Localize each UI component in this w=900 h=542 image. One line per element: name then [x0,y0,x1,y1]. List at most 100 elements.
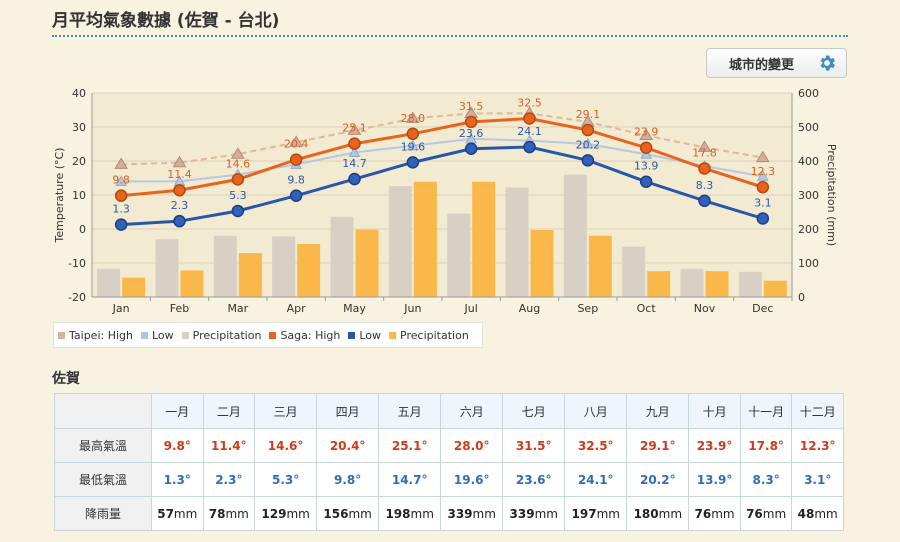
cell-unit: mm [658,506,683,521]
saga-high-point [231,173,245,186]
saga-high-point [464,115,478,129]
taipei-low-point [348,146,361,157]
taipei-high-point [347,123,362,135]
cell-value: 129 [261,506,287,521]
table-cell: 12.3° [791,428,844,463]
saga-low-point [231,204,245,218]
table-cell: 2.3° [202,462,256,497]
taipei-precip-bar [447,213,471,297]
saga-low-point [464,142,478,156]
saga-precip-bar [297,243,321,297]
saga-precip-bar [355,229,379,297]
saga-low-point [523,140,536,154]
table-cell: 29.1° [626,428,690,463]
table-cell: 32.5° [564,428,628,463]
taipei-low-point [115,175,128,186]
x-tick-label: Jan [112,302,130,315]
x-tick-label: Jun [403,302,421,315]
saga-high-point [173,183,186,197]
taipei-precip-bar [388,186,412,297]
y-left-tick-label: 30 [72,121,86,134]
saga-low-data-label: 9.8 [287,174,305,187]
saga-low-point [756,212,770,225]
saga-high-point [581,123,595,137]
table-cell: 1.3° [151,462,204,497]
cell-value: 197 [571,506,597,521]
table-cell: 24.1° [564,462,628,497]
month-header: 四月 [316,393,380,429]
taipei-precip-bar [330,216,354,297]
table-row: 最高氣溫 9.8° 11.4° 14.6° 20.4° 25.1° 28.0° 31.5° 32… [54,428,844,463]
table-cell: 76mm [688,496,741,531]
taipei-high-point [755,150,770,163]
saga-precip-bar [588,235,612,297]
table-cell: 57mm [151,496,204,531]
table-cell: 23.6° [502,462,566,497]
taipei-precip-bar [272,236,296,297]
legend-swatch [389,331,397,339]
legend-item: Low [141,329,174,342]
y-left-tick-label: 20 [72,155,86,168]
table-cell: 3.1° [791,462,844,497]
saga-precip-bar [705,271,729,297]
saga-precip-bar [238,253,262,297]
saga-low-data-label: 24.1 [517,125,542,138]
legend-label: Low [359,328,382,342]
taipei-high-point [114,157,129,169]
y-left-tick-label: -10 [68,257,86,270]
table-cell: 5.3° [254,462,318,497]
table-cell: 156mm [316,496,380,531]
cell-value: 76 [694,506,712,521]
saga-low-data-label: 13.9 [634,160,659,173]
table-cell: 339mm [440,496,504,531]
table-cell: 11.4° [202,428,256,463]
gear-icon [820,55,835,71]
table-cell: 9.8° [316,462,380,497]
taipei-precip-bar [505,187,529,297]
taipei-low-point [406,139,419,151]
saga-high-point [289,153,303,166]
legend-swatch [141,331,148,339]
saga-low-point [406,156,420,169]
saga-low-data-label: 1.3 [112,203,130,216]
table-cell: 28.0° [440,428,504,463]
legend-swatch [269,331,277,339]
cell-value: 78 [208,506,226,521]
table-cell: 23.9° [688,428,741,463]
table-cell: 48mm [791,496,844,531]
cell-value: 339 [509,506,535,521]
cell-unit: mm [711,506,735,521]
legend-label: Precipitation [192,328,262,342]
change-city-button[interactable]: 城市的變更 [706,48,847,78]
taipei-precip-bar [213,235,237,297]
saga-low-data-label: 8.3 [696,179,714,192]
month-header: 十一月 [739,393,793,429]
climate-chart: 9.8 11.4 14.6 20.4 25.1 28.0 31.5 32.5 29.1 23.9 1… [53,87,838,315]
saga-high-data-label: 12.3 [751,165,776,178]
saga-high-point [523,112,536,125]
saga-low-point [289,189,303,202]
y-right-tick-label: 600 [798,87,819,100]
saga-low-data-label: 19.6 [401,140,426,153]
saga-low-point [348,172,361,186]
saga-high-data-label: 23.9 [634,126,659,139]
legend-item: Precipitation [389,329,469,342]
taipei-high-point [172,155,187,168]
month-header: 二月 [202,393,256,429]
table-cell: 339mm [502,496,566,531]
month-header: 六月 [440,393,504,429]
page-title: 月平均氣象數據 (佐賀 - 台北) [52,11,280,31]
legend-swatch [58,331,65,339]
cell-value: 48 [797,506,815,521]
month-header: 七月 [502,393,566,429]
table-cell: 14.7° [378,462,442,497]
y-right-tick-label: 300 [798,189,819,202]
month-header: 五月 [378,393,442,429]
taipei-high-point [230,147,245,159]
saga-high-point [756,180,770,194]
saga-high-line [121,116,764,198]
cell-value: 339 [447,506,473,521]
table-cell: 9.8° [151,428,204,463]
x-tick-label: Apr [287,302,307,315]
month-header: 十二月 [791,393,844,429]
